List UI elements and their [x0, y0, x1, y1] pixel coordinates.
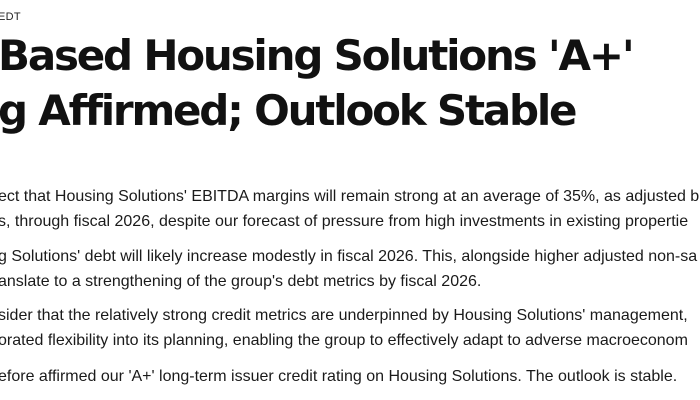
paragraph-line: orated flexibility into its planning, en… [0, 332, 688, 349]
paragraph-line: sider that the relatively strong credit … [0, 307, 688, 324]
paragraph-credit-metrics: sider that the relatively strong credit … [0, 303, 688, 353]
paragraph-line: anslate to a strengthening of the group'… [0, 273, 482, 290]
article-headline: Based Housing Solutions 'A+' g Affirmed;… [0, 28, 635, 138]
headline-line-2: g Affirmed; Outlook Stable [0, 86, 578, 135]
paragraph-rating-affirmed: efore affirmed our 'A+' long-term issuer… [0, 364, 677, 389]
paragraph-debt-increase: g Solutions' debt will likely increase m… [0, 244, 697, 294]
paragraph-line: s, through fiscal 2026, despite our fore… [0, 213, 689, 230]
paragraph-line: efore affirmed our 'A+' long-term issuer… [0, 368, 678, 385]
paragraph-line: ect that Housing Solutions' EBITDA margi… [0, 188, 700, 205]
headline-line-1: Based Housing Solutions 'A+' [0, 31, 635, 80]
paragraph-line: g Solutions' debt will likely increase m… [0, 248, 698, 265]
paragraph-ebitda-margins: ect that Housing Solutions' EBITDA margi… [0, 184, 699, 234]
article-timestamp: EDT [0, 11, 21, 23]
